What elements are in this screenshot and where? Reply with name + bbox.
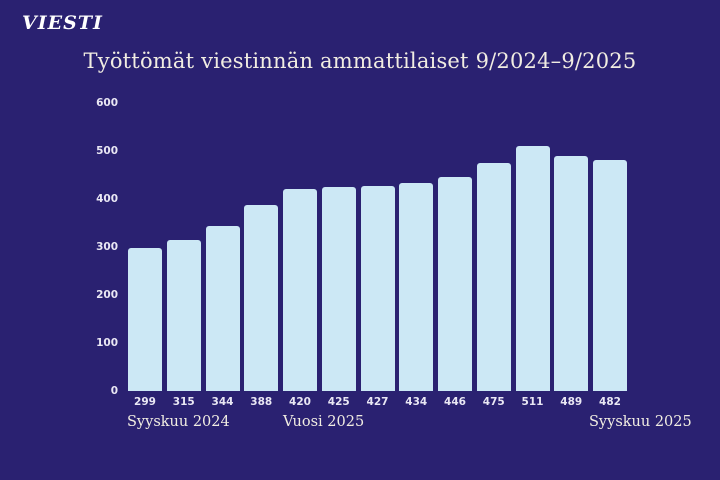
chart-title: Työttömät viestinnän ammattilaiset 9/202… (83, 49, 637, 73)
bar (128, 247, 162, 391)
bar-value-label: 511 (521, 396, 544, 408)
bar-column: 315 (166, 239, 201, 408)
viesti-logo: VIESTI (22, 12, 103, 34)
bar (515, 145, 550, 391)
bar-column: 482 (593, 159, 627, 408)
bar-value-label: 434 (405, 396, 428, 408)
x-axis-label-middle: Vuosi 2025 (283, 414, 365, 430)
bar (166, 239, 201, 391)
bar (476, 163, 511, 391)
bar (321, 187, 356, 391)
y-axis-tick-label: 500 (96, 144, 118, 157)
bars-container: 299 315 344 388 420 425 427 434 446 475 511 489 482 (128, 103, 627, 408)
bar-column: 475 (476, 163, 511, 408)
bar (438, 176, 472, 391)
bar (593, 159, 627, 391)
bar-column: 299 (128, 247, 162, 408)
bar-column: 420 (283, 189, 317, 408)
bar-value-label: 446 (444, 396, 466, 408)
bar (283, 189, 317, 391)
bar-column: 427 (360, 186, 395, 408)
bar (399, 182, 434, 391)
bar-value-label: 344 (211, 396, 234, 408)
bar-column: 511 (515, 145, 550, 408)
bar-column: 344 (205, 225, 240, 408)
bar-column: 388 (244, 204, 279, 408)
y-axis-tick-label: 0 (110, 384, 118, 397)
bar-value-label: 315 (172, 396, 195, 408)
y-axis-tick-label: 200 (96, 288, 118, 301)
x-axis-label-end: Syyskuu 2025 (589, 414, 692, 430)
y-axis-tick-label: 400 (96, 192, 118, 205)
x-axis-label-start: Syyskuu 2024 (127, 414, 230, 430)
bar-value-label: 299 (134, 396, 156, 408)
y-axis-tick-label: 100 (96, 336, 118, 349)
bar-column: 489 (554, 156, 589, 408)
bar (244, 204, 279, 391)
bar (554, 156, 589, 391)
bar (360, 186, 395, 391)
y-axis-tick-label: 600 (96, 96, 118, 109)
bar-value-label: 489 (560, 396, 583, 408)
bar-value-label: 425 (327, 396, 350, 408)
bar-chart: 0 100 200 300 400 500 600 299 315 344 388 420 425 42… (96, 97, 627, 408)
bar-value-label: 482 (599, 396, 621, 408)
bar-column: 425 (321, 187, 356, 408)
bar-value-label: 427 (366, 396, 389, 408)
bar-value-label: 420 (289, 396, 311, 408)
bar-column: 434 (399, 182, 434, 408)
y-axis-tick-label: 300 (96, 240, 118, 253)
x-axis: Syyskuu 2024 Vuosi 2025 Syyskuu 2025 (0, 414, 720, 436)
bar-column: 446 (438, 176, 472, 408)
bar (205, 225, 240, 391)
bar-value-label: 475 (482, 396, 505, 408)
bar-value-label: 388 (250, 396, 273, 408)
y-axis: 0 100 200 300 400 500 600 (96, 97, 627, 397)
